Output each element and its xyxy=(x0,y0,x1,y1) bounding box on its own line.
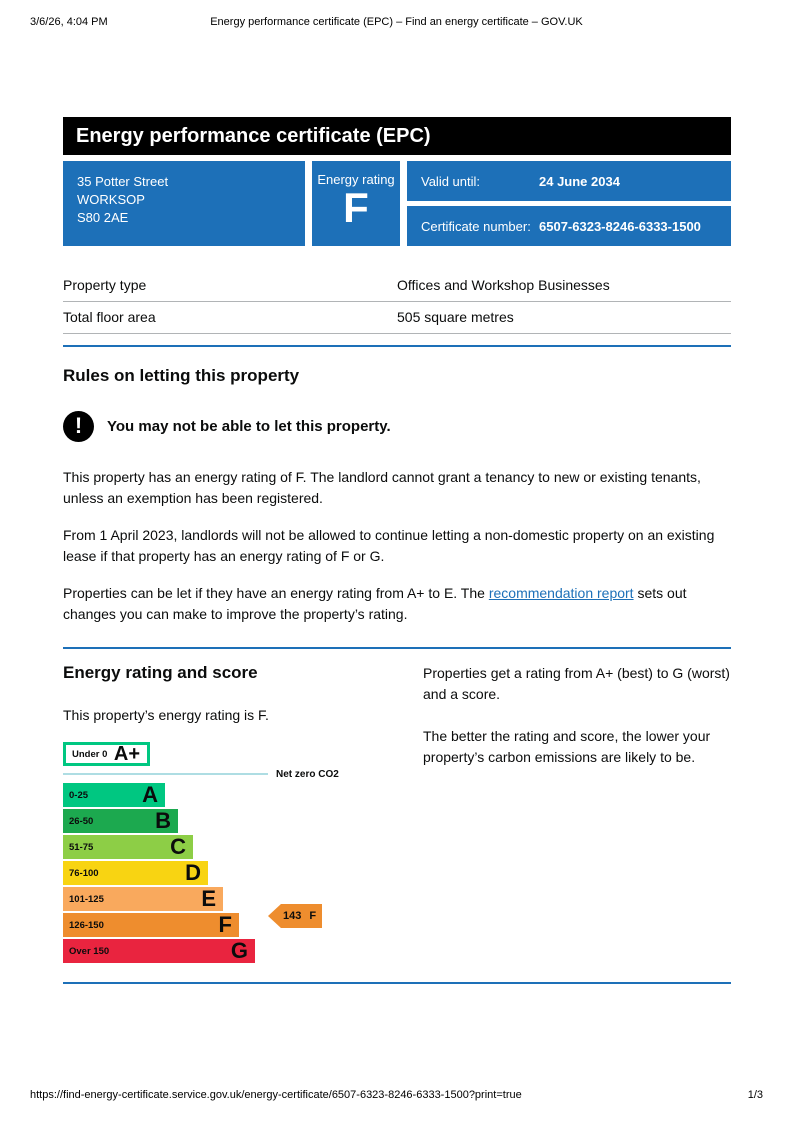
address-line-1: 35 Potter Street xyxy=(77,174,169,189)
band-letter: D xyxy=(185,860,201,885)
score-value: 143 xyxy=(282,910,302,922)
warning-text: You may not be able to let this property… xyxy=(107,418,391,435)
band-range-label: 26-50 xyxy=(69,815,94,827)
rating-explainer-1: Properties get a rating from A+ (best) t… xyxy=(423,665,730,702)
band-letter: A xyxy=(142,782,158,807)
score-arrow: 143 F xyxy=(268,904,322,928)
certificate-summary-row: 35 Potter Street WORKSOP S80 2AE Energy … xyxy=(63,161,731,246)
rating-intro: This property’s energy rating is F. xyxy=(63,707,269,723)
epc-band-f: 126-150 F xyxy=(63,913,239,937)
band-range-label: Over 150 xyxy=(69,945,110,957)
rules-paragraph-2: From 1 April 2023, landlords will not be… xyxy=(63,527,715,564)
epc-band-c: 51-75 C xyxy=(63,835,193,859)
certificate-banner-title: Energy performance certificate (EPC) xyxy=(63,117,731,155)
energy-rating-label: Energy rating xyxy=(317,172,395,187)
rating-section-right: Properties get a rating from A+ (best) t… xyxy=(423,663,731,965)
print-footer-url: https://find-energy-certificate.service.… xyxy=(30,1089,522,1101)
rules-section-heading: Rules on letting this property xyxy=(63,366,300,385)
floor-area-label: Total floor area xyxy=(63,309,156,325)
certificate-content: Energy performance certificate (EPC) 35 … xyxy=(63,117,731,984)
energy-rating-box: Energy rating F xyxy=(312,161,400,246)
epc-band-a: 0-25 A xyxy=(63,783,165,807)
score-letter: F xyxy=(309,910,317,922)
section-divider xyxy=(63,982,731,984)
print-page-title: Energy performance certificate (EPC) – F… xyxy=(210,16,583,28)
rating-section-left: Energy rating and score This property’s … xyxy=(63,663,423,965)
print-page-number: 1/3 xyxy=(747,1089,763,1101)
band-range-label: 76-100 xyxy=(69,867,99,879)
property-details-table: Property type Offices and Workshop Busin… xyxy=(63,270,731,334)
energy-rating-letter: F xyxy=(343,184,369,231)
band-letter: C xyxy=(170,834,186,859)
property-type-label: Property type xyxy=(63,277,147,293)
epc-band-a-plus: Under 0 A+ xyxy=(63,742,150,766)
rating-section-heading: Energy rating and score xyxy=(63,663,258,682)
band-letter: B xyxy=(155,808,171,833)
rules-paragraph-3-after: sets out changes you can make to improve… xyxy=(63,585,687,622)
print-datetime: 3/6/26, 4:04 PM xyxy=(30,16,108,28)
section-divider xyxy=(63,647,731,649)
net-zero-line xyxy=(63,773,268,775)
certificate-number-label: Certificate number: xyxy=(421,218,531,234)
band-letter: F xyxy=(218,912,232,937)
energy-rating-section: Energy rating and score This property’s … xyxy=(63,663,731,965)
valid-until-label: Valid until: xyxy=(421,173,481,189)
exclamation-icon: ! xyxy=(63,411,94,442)
property-address-box: 35 Potter Street WORKSOP S80 2AE xyxy=(63,161,305,246)
browser-print-header: 3/6/26, 4:04 PM Energy performance certi… xyxy=(0,16,793,32)
epc-rating-chart: Under 0 A+ Net zero CO2 0-25 A 26-50 B 5… xyxy=(63,742,423,963)
rating-explainer-2: The better the rating and score, the low… xyxy=(423,728,711,765)
floor-area-value: 505 square metres xyxy=(397,309,514,325)
certificate-number-box: Certificate number: 6507-6323-8246-6333-… xyxy=(407,206,731,246)
epc-band-d: 76-100 D xyxy=(63,861,208,885)
band-letter: G xyxy=(230,938,248,963)
address-line-2: WORKSOP xyxy=(77,191,145,207)
rules-paragraph-3: Properties can be let if they have an en… xyxy=(63,583,731,625)
net-zero-label: Net zero CO2 xyxy=(276,768,339,780)
band-range-label: 0-25 xyxy=(69,789,89,801)
band-range-label: 101-125 xyxy=(69,893,104,905)
epc-band-e: 101-125 E xyxy=(63,887,223,911)
property-type-value: Offices and Workshop Businesses xyxy=(397,277,610,293)
band-letter: A+ xyxy=(113,743,140,765)
band-range-label: Under 0 xyxy=(72,748,108,760)
table-row: Property type Offices and Workshop Busin… xyxy=(63,270,731,302)
table-row: Total floor area 505 square metres xyxy=(63,302,731,334)
valid-until-box: Valid until: 24 June 2034 xyxy=(407,161,731,201)
valid-until-value: 24 June 2034 xyxy=(539,173,620,189)
band-range-label: 126-150 xyxy=(69,919,104,931)
certificate-number-value: 6507-6323-8246-6333-1500 xyxy=(539,218,701,234)
rules-paragraph-3-before: Properties can be let if they have an en… xyxy=(63,585,489,601)
net-zero-marker: Net zero CO2 xyxy=(63,768,423,780)
letting-warning: ! You may not be able to let this proper… xyxy=(63,411,731,442)
recommendation-report-link[interactable]: recommendation report xyxy=(488,585,634,601)
certificate-validity-column: Valid until: 24 June 2034 Certificate nu… xyxy=(407,161,731,246)
address-line-3: S80 2AE xyxy=(77,209,129,225)
band-letter: E xyxy=(201,886,216,911)
band-range-label: 51-75 xyxy=(69,841,94,853)
epc-band-g: Over 150 G xyxy=(63,939,255,963)
rules-paragraph-1: This property has an energy rating of F.… xyxy=(63,469,701,506)
section-divider xyxy=(63,345,731,347)
epc-band-b: 26-50 B xyxy=(63,809,178,833)
